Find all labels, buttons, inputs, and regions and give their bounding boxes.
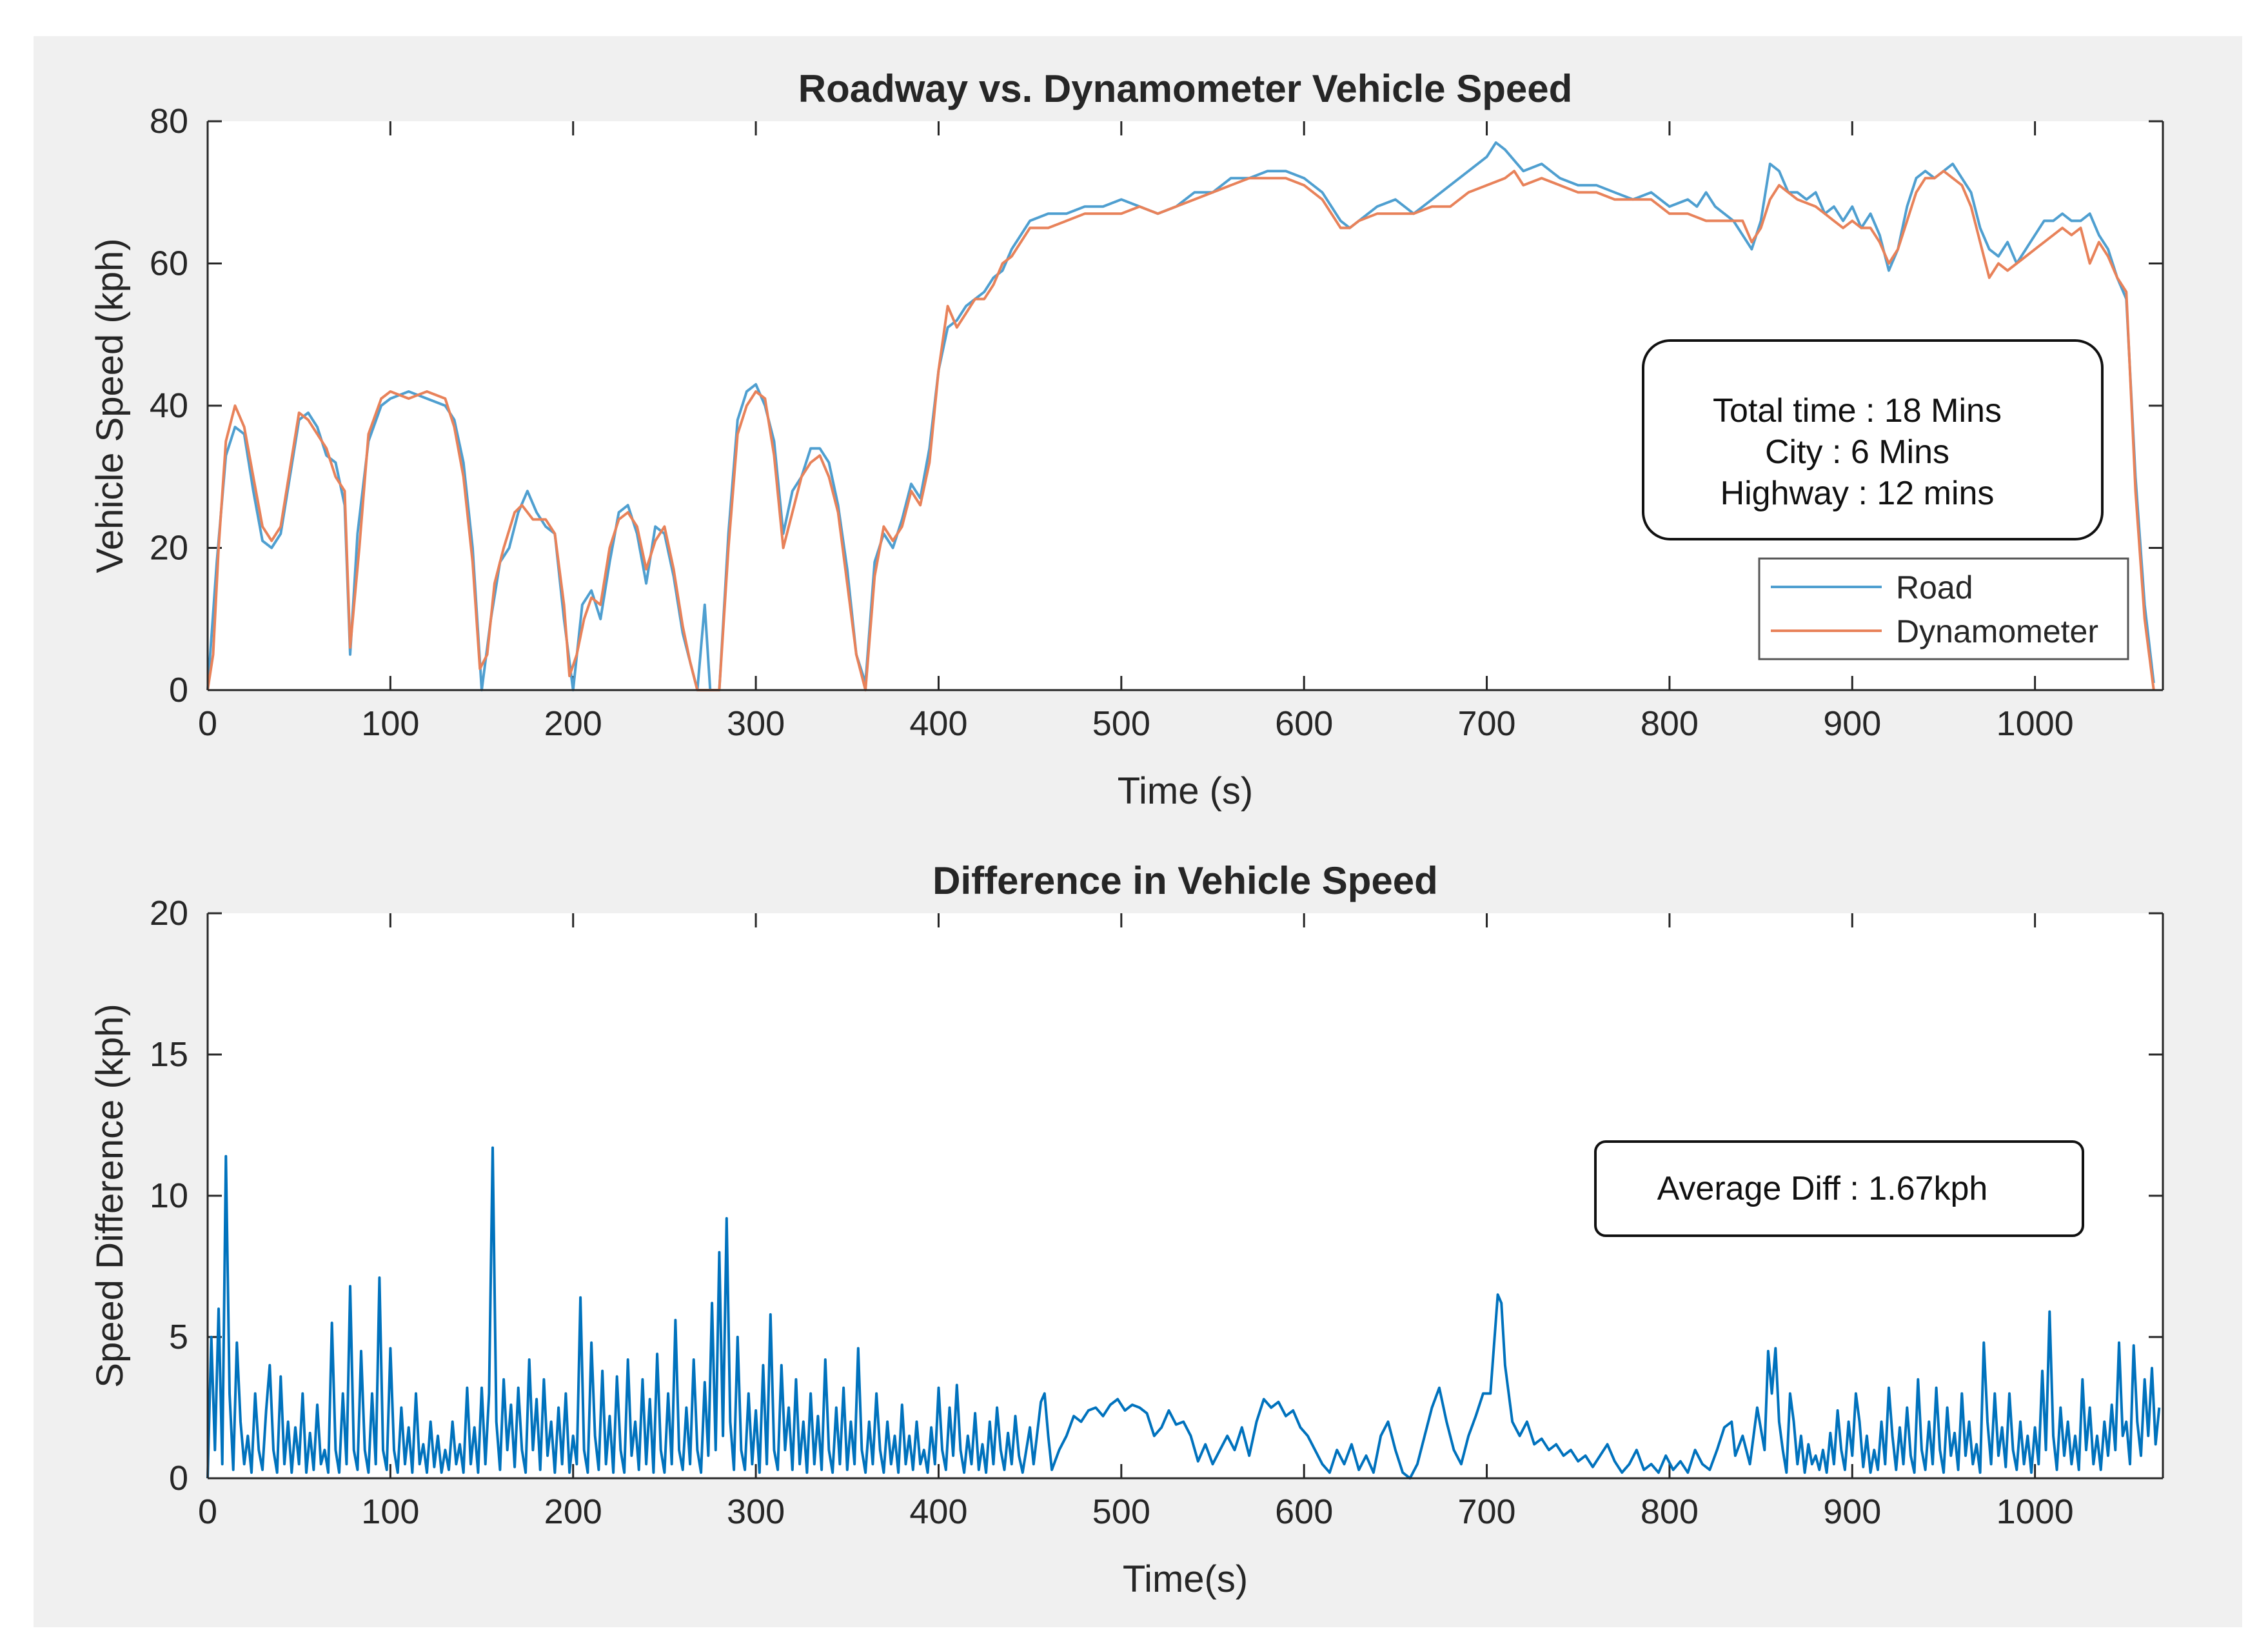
difference-chart-y-tick-label: 0: [169, 1459, 188, 1498]
difference-chart-y-tick-label: 15: [150, 1035, 188, 1074]
speed-chart-y-label: Vehicle Speed (kph): [89, 238, 131, 573]
speed-chart-y-tick-label: 40: [150, 386, 188, 425]
difference-chart-x-tick-label: 300: [727, 1492, 785, 1531]
speed-chart-series: [206, 141, 2155, 691]
speed-chart-y-ticks: 0 20 40 60 80: [150, 102, 2163, 709]
difference-chart-title: Difference in Vehicle Speed: [932, 859, 1438, 902]
difference-chart-x-tick-label: 400: [909, 1492, 967, 1531]
legend-box: [1758, 557, 2129, 660]
average-diff-box: [1594, 1140, 2084, 1237]
difference-chart-y-tick-label: 10: [150, 1176, 188, 1215]
speed-chart-y-tick-label: 80: [150, 102, 188, 141]
speed-chart-x-ticks: 0 100 200 300 400 500 600 700 800 900 1000: [198, 121, 2074, 743]
difference-chart-x-tick-label: 800: [1641, 1492, 1699, 1531]
difference-chart-x-tick-label: 100: [361, 1492, 419, 1531]
speed-chart-series-dynamometer: [206, 170, 2155, 691]
legend-road-label: Road: [1896, 569, 1973, 606]
annotation-box: [1642, 339, 2104, 540]
difference-chart-y-ticks: 0 5 10 15 20: [150, 894, 2163, 1498]
speed-chart-series-road: [206, 141, 2155, 691]
speed-chart-x-tick-label: 700: [1457, 704, 1515, 743]
speed-chart-legend: Road Dynamometer: [1758, 557, 2129, 660]
speed-chart-x-label: Time (s): [1118, 770, 1253, 812]
difference-chart-x-tick-label: 200: [544, 1492, 602, 1531]
speed-chart-x-tick-label: 400: [909, 704, 967, 743]
average-diff-text: Average Diff : 1.67kph: [1657, 1170, 1988, 1207]
speed-chart: Roadway vs. Dynamometer Vehicle Speed 0 1…: [89, 67, 2164, 812]
legend-dynamometer-label: Dynamometer: [1896, 613, 2098, 649]
difference-chart-x-tick-label: 900: [1823, 1492, 1881, 1531]
difference-chart-annotation: Average Diff : 1.67kph: [1594, 1140, 2084, 1237]
difference-chart-x-tick-label: 600: [1275, 1492, 1333, 1531]
speed-chart-title: Roadway vs. Dynamometer Vehicle Speed: [798, 67, 1573, 110]
speed-chart-x-tick-label: 200: [544, 704, 602, 743]
difference-chart-x-label: Time(s): [1123, 1558, 1248, 1600]
speed-chart-annotation: Total time : 18 Mins City : 6 Mins Highw…: [1642, 339, 2104, 540]
annotation-total-time: Total time : 18 Mins: [1713, 392, 2002, 430]
speed-chart-x-tick-label: 900: [1823, 704, 1881, 743]
difference-chart-x-tick-label: 500: [1092, 1492, 1150, 1531]
speed-chart-x-tick-label: 600: [1275, 704, 1333, 743]
difference-chart-y-tick-label: 20: [150, 894, 188, 933]
difference-chart-x-tick-label: 700: [1457, 1492, 1515, 1531]
difference-chart-x-ticks: 0 100 200 300 400 500 600 700 800 900 1000: [198, 913, 2074, 1531]
speed-chart-x-tick-label: 500: [1092, 704, 1150, 743]
speed-chart-y-tick-label: 60: [150, 244, 188, 283]
speed-chart-x-tick-label: 800: [1641, 704, 1699, 743]
difference-chart-x-tick-label: 1000: [1997, 1492, 2074, 1531]
speed-chart-y-tick-label: 20: [150, 529, 188, 568]
difference-chart-series: [206, 1146, 2161, 1480]
difference-chart-series-speed-difference: [206, 1146, 2161, 1480]
speed-chart-x-tick-label: 0: [198, 704, 217, 743]
difference-chart-y-label: Speed Difference (kph): [89, 1004, 131, 1387]
speed-chart-x-tick-label: 100: [361, 704, 419, 743]
speed-chart-x-tick-label: 300: [727, 704, 785, 743]
difference-chart-x-tick-label: 0: [198, 1492, 217, 1531]
difference-chart: Difference in Vehicle Speed 0 100 200 300 40…: [89, 859, 2164, 1600]
speed-chart-x-tick-label: 1000: [1997, 704, 2074, 743]
speed-chart-y-tick-label: 0: [169, 671, 188, 709]
annotation-city-time: City : 6 Mins: [1765, 433, 1949, 471]
annotation-highway-time: Highway : 12 mins: [1721, 475, 1995, 512]
difference-chart-y-tick-label: 5: [169, 1318, 188, 1356]
